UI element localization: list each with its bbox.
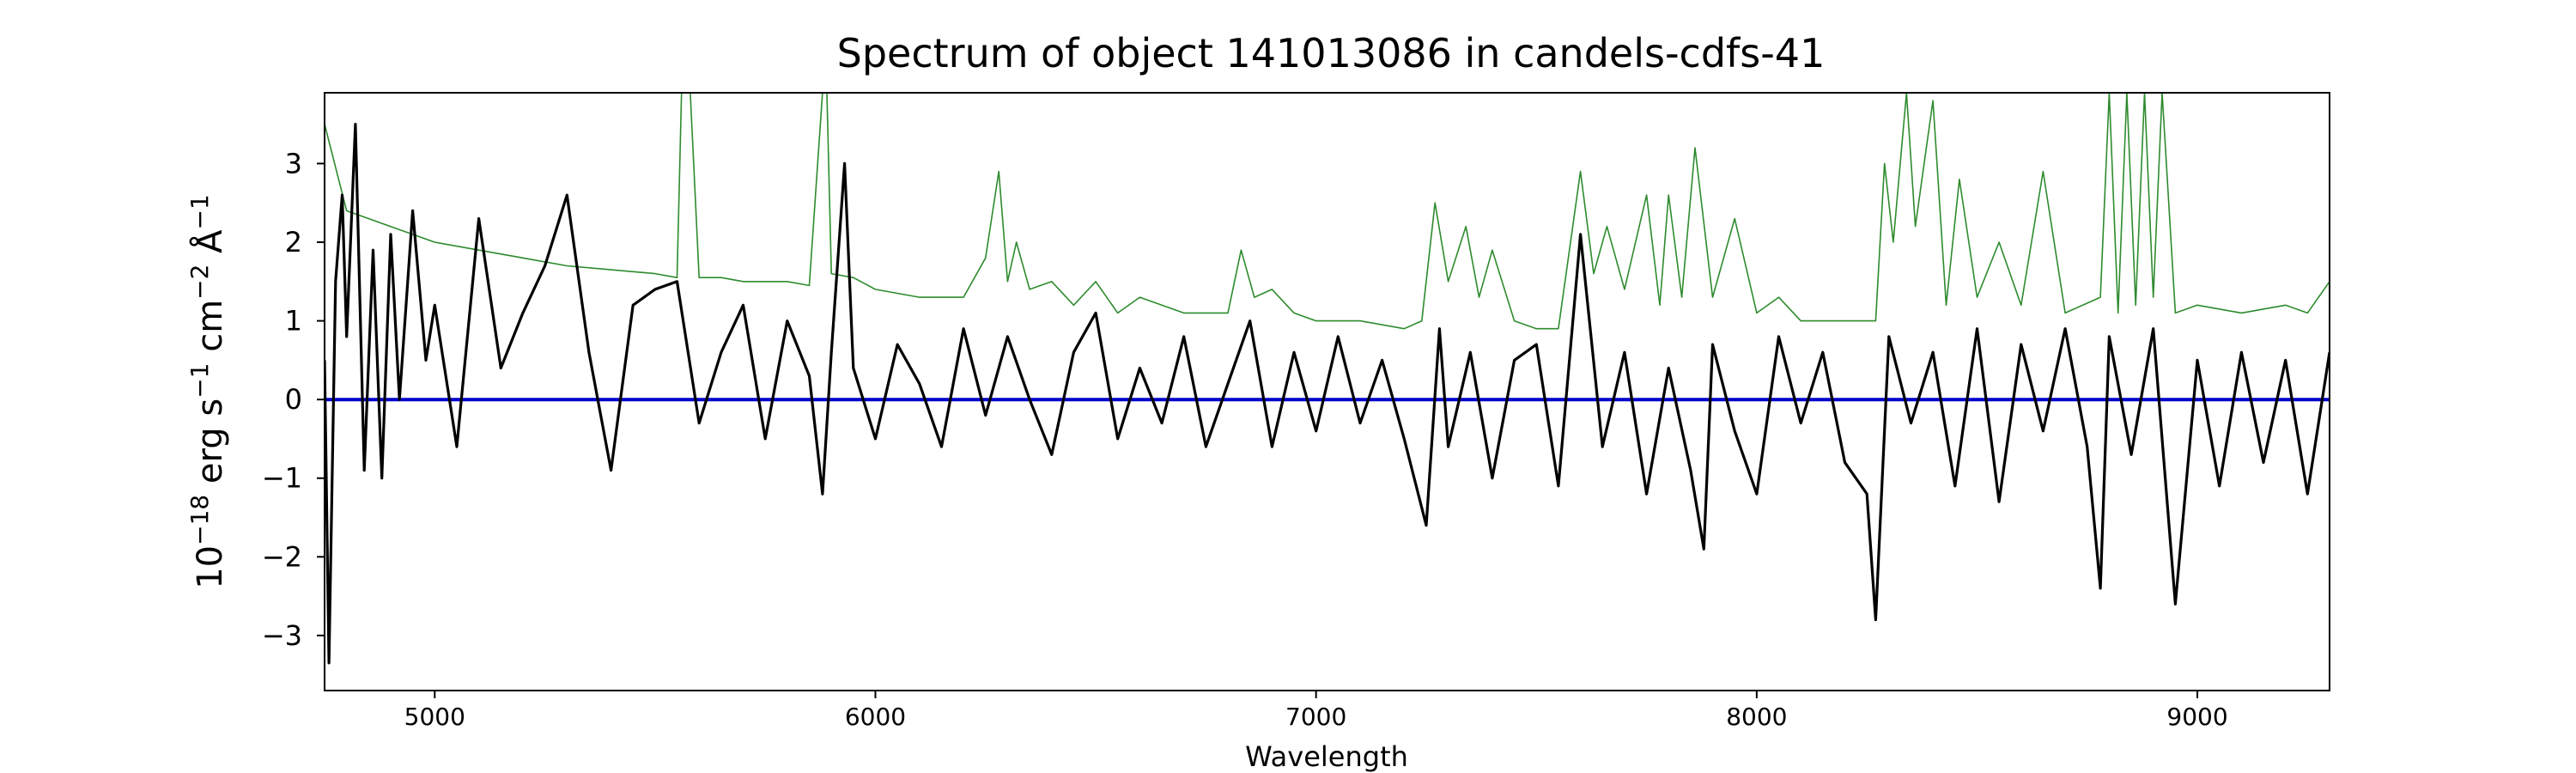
flux-series-line [325, 123, 2330, 665]
y-axis-label-exp: −2 [185, 265, 214, 300]
y-axis-label-base: 10 [191, 545, 230, 589]
plot-frame [324, 92, 2330, 691]
x-tick-label: 9000 [2166, 703, 2227, 731]
y-tick-label: 1 [285, 305, 302, 338]
y-tick-label: −2 [262, 540, 302, 573]
y-tick-label: 0 [285, 383, 302, 416]
y-axis-label-exp: −1 [185, 363, 214, 399]
y-tick-label: 3 [285, 147, 302, 180]
x-tick-label: 8000 [1726, 703, 1787, 731]
y-tick-label: 2 [285, 226, 302, 259]
sky-series-line [325, 93, 2330, 330]
y-axis-label-exp: −18 [185, 495, 214, 545]
y-tick-label: −3 [262, 619, 302, 652]
y-axis-label-unit-cm: cm [191, 300, 230, 363]
y-axis-label: 10−18 erg s−1 cm−2 Å−1 [185, 194, 230, 589]
x-tick-label: 5000 [404, 703, 465, 731]
x-axis-label: Wavelength [1245, 740, 1408, 773]
series-layer [325, 93, 2330, 665]
y-axis-label-unit-angstrom: Å [189, 229, 230, 265]
x-axis: 5000 6000 7000 8000 9000 [404, 691, 2228, 731]
y-tick-label: −1 [262, 462, 302, 495]
chart-title: Spectrum of object 141013086 in candels-… [837, 30, 1826, 76]
x-tick-label: 7000 [1285, 703, 1346, 731]
x-tick-label: 6000 [845, 703, 906, 731]
y-axis-label-exp: −1 [185, 194, 214, 229]
y-axis-label-unit-erg: erg s [191, 399, 230, 495]
y-axis: −3 −2 −1 0 1 2 3 [262, 147, 325, 652]
